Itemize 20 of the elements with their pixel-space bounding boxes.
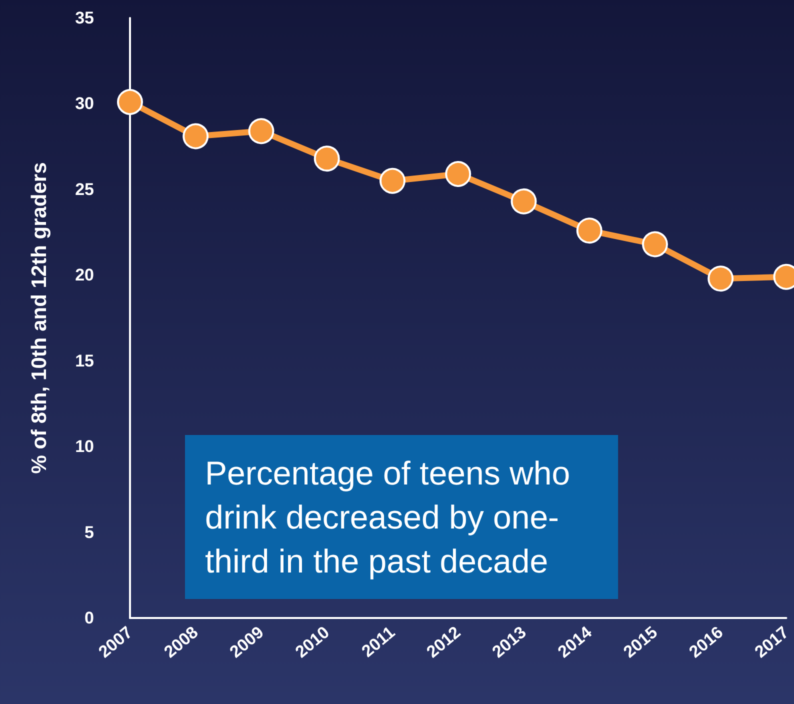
point [248, 118, 274, 144]
y-tick-label: 0 [84, 608, 94, 628]
point [642, 231, 668, 258]
y-axis-title: % of 8th, 10th and 12th graders [28, 162, 51, 474]
y-tick-label: 10 [75, 437, 94, 456]
point [708, 266, 734, 292]
point [182, 123, 209, 150]
y-tick-label: 20 [75, 266, 94, 285]
y-tick-label: 35 [75, 8, 94, 28]
point [445, 161, 472, 187]
point [576, 218, 602, 244]
y-tick-label: 15 [75, 351, 94, 370]
point [117, 89, 143, 115]
y-tick-label: 5 [84, 522, 94, 542]
y-tick-label: 30 [75, 94, 94, 114]
point [380, 168, 406, 194]
y-tick-label: 25 [75, 180, 94, 199]
point [510, 188, 537, 214]
point [314, 146, 340, 172]
annotation: Percentage of teens who drink decreased by one-third in the past decade [205, 454, 570, 580]
